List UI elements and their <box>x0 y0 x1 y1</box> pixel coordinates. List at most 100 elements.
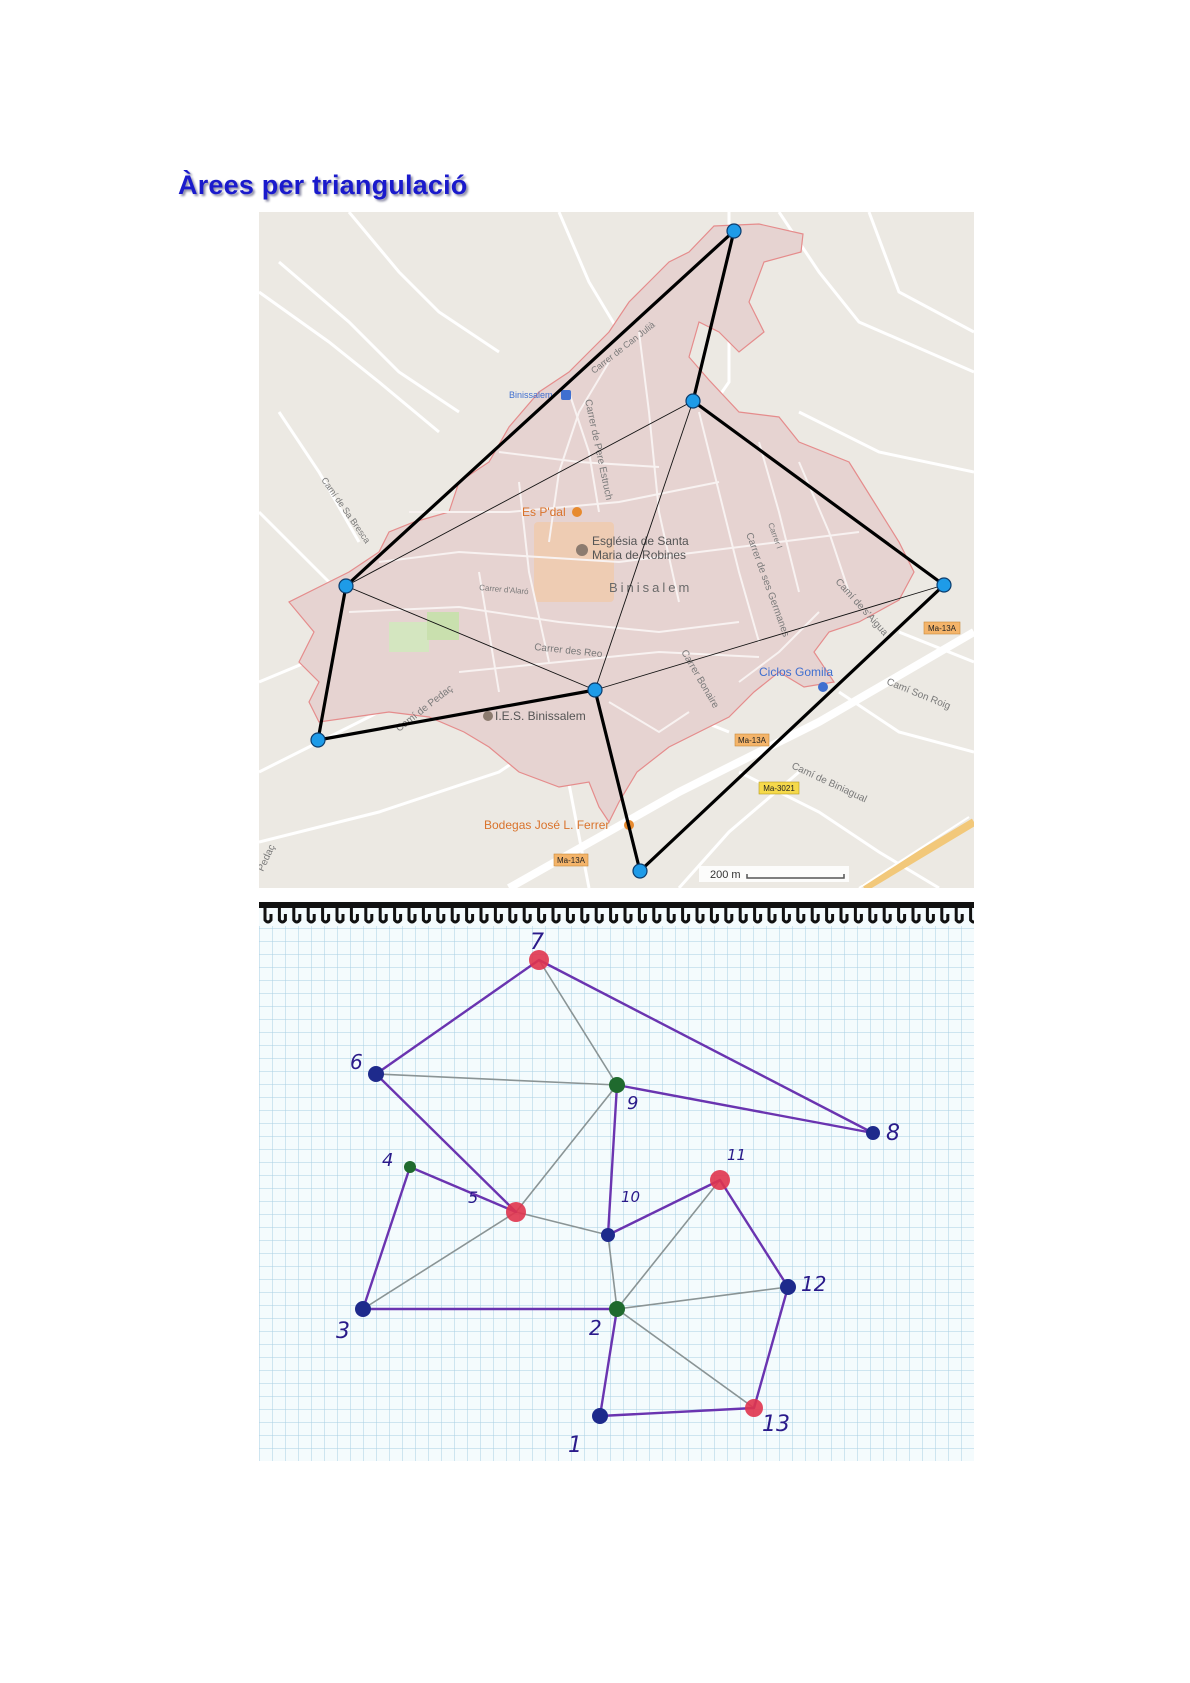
notebook-figure: 1 2 3 4 5 6 7 8 9 10 11 12 13 <box>259 902 974 1461</box>
vertex-label: 5 <box>468 1188 478 1207</box>
spiral-loop <box>609 906 619 924</box>
poi-label: Maria de Robines <box>592 548 686 562</box>
vertex-label: 11 <box>727 1146 746 1164</box>
map-vertex <box>587 682 603 698</box>
park-area <box>427 612 459 640</box>
vertex-label: 3 <box>336 1319 350 1344</box>
map-vertex <box>726 223 742 239</box>
spiral-loop <box>897 906 907 924</box>
poi-label: Es P'dal <box>522 505 566 519</box>
notebook-vertex <box>601 1228 615 1242</box>
vertex-label: 8 <box>886 1121 900 1146</box>
spiral-loop <box>868 906 878 924</box>
town-streets <box>348 331 860 734</box>
spiral-loop <box>781 906 791 924</box>
poi-label: Ciclos Gomila <box>759 665 833 679</box>
spiral-loop <box>796 906 806 924</box>
street-label: Camí de Sa Bresca <box>319 475 372 545</box>
page-title: Àrees per triangulació <box>178 170 468 200</box>
triangulation-diagonals <box>345 400 945 691</box>
spiral-bar <box>259 902 974 908</box>
spiral-loop <box>882 906 892 924</box>
spiral-binding <box>263 906 974 924</box>
spiral-loop <box>681 906 691 924</box>
spiral-loop <box>940 906 950 924</box>
spiral-loop <box>436 906 446 924</box>
spiral-loop <box>925 906 935 924</box>
road-badge <box>553 853 589 867</box>
vertex-label: 9 <box>627 1093 638 1114</box>
spiral-loop <box>954 906 964 924</box>
road-badge <box>734 733 770 747</box>
spiral-loop <box>407 906 417 924</box>
map-canvas: Ma-13A Ma-13A Ma-3021 Ma-13A Carrer de C… <box>259 212 974 888</box>
vertex-label: 13 <box>762 1412 790 1437</box>
spiral-loop <box>637 906 647 924</box>
street-label: Camí de Biniagual <box>790 761 869 806</box>
spiral-loop <box>839 906 849 924</box>
notebook-vertex <box>745 1399 763 1417</box>
park-area <box>389 622 429 652</box>
spiral-loop <box>695 906 705 924</box>
notebook-labels: 1 2 3 4 5 6 7 8 9 10 11 12 13 <box>336 930 900 1458</box>
notebook-vertices <box>355 950 880 1424</box>
spiral-loop <box>378 906 388 924</box>
church-icon <box>576 544 588 556</box>
spiral-loop <box>277 906 287 924</box>
street-label: Pedaç <box>259 843 278 873</box>
notebook-vertex <box>609 1077 625 1093</box>
grid-paper <box>259 926 974 1461</box>
notebook-vertex <box>780 1279 796 1295</box>
spiral-loop <box>767 906 777 924</box>
spiral-loop <box>292 906 302 924</box>
spiral-loop <box>421 906 431 924</box>
spiral-loop <box>364 906 374 924</box>
spiral-loop <box>479 906 489 924</box>
notebook-vertex <box>866 1126 880 1140</box>
spiral-loop <box>709 906 719 924</box>
notebook-vertex <box>404 1161 416 1173</box>
map-vertex <box>936 577 952 593</box>
spiral-loop <box>969 906 974 924</box>
spiral-loop <box>724 906 734 924</box>
map-vertex <box>685 393 701 409</box>
road-badge-label: Ma-3021 <box>763 784 795 793</box>
spiral-loop <box>565 906 575 924</box>
poi-label: Bodegas José L. Ferrer <box>484 818 609 832</box>
vertex-label: 4 <box>382 1150 393 1171</box>
map-figure: Ma-13A Ma-13A Ma-3021 Ma-13A Carrer de C… <box>259 212 974 888</box>
vertex-label: 7 <box>530 930 544 955</box>
spiral-loop <box>537 906 547 924</box>
notebook-vertex <box>355 1301 371 1317</box>
map-vertex <box>310 732 326 748</box>
road-badges: Ma-13A Ma-13A Ma-3021 Ma-13A <box>553 621 961 867</box>
poi-labels: Binissalem Es P'dal Església de Santa Ma… <box>483 390 833 832</box>
highway <box>507 628 974 888</box>
triangulation-vertices <box>310 223 952 879</box>
road-badge-label: Ma-13A <box>738 736 767 745</box>
spiral-loop <box>321 906 331 924</box>
road-badge <box>758 781 800 795</box>
notebook-vertex <box>710 1170 730 1190</box>
scale-label: 200 m <box>710 869 741 881</box>
poi-label: Església de Santa <box>592 534 689 548</box>
notebook-diagonals <box>362 959 789 1409</box>
spiral-loop <box>810 906 820 924</box>
spiral-loop <box>623 906 633 924</box>
shop-icon <box>818 682 828 692</box>
road-badge <box>923 621 961 635</box>
spiral-loop <box>753 906 763 924</box>
notebook-outline <box>361 958 875 1418</box>
spiral-loop <box>551 906 561 924</box>
spiral-loop <box>594 906 604 924</box>
town-label: Binisalem <box>609 580 692 595</box>
street-label: Camí Son Roig <box>885 677 952 713</box>
spiral-loop <box>738 906 748 924</box>
vertex-label: 1 <box>568 1433 582 1458</box>
vertex-label: 12 <box>801 1272 826 1296</box>
spiral-loop <box>522 906 532 924</box>
notebook-vertex <box>506 1202 526 1222</box>
spiral-loop <box>263 906 273 924</box>
church-area <box>534 522 614 602</box>
restaurant-icon <box>572 507 582 517</box>
